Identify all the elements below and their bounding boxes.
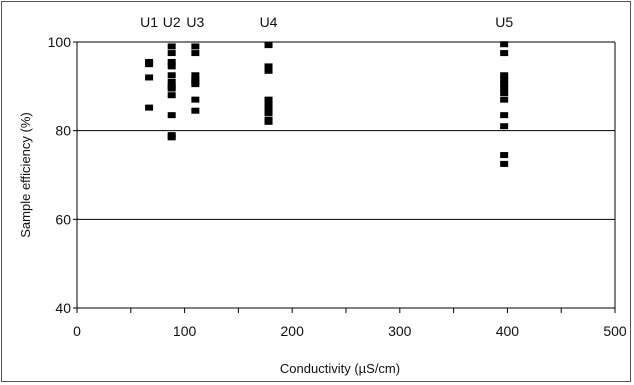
data-point	[167, 63, 176, 70]
annotation-label: U5	[495, 14, 513, 30]
x-tick-label: 100	[173, 323, 197, 339]
y-axis-title: Sample efficiency (%)	[18, 112, 33, 237]
y-tick-label: 100	[48, 34, 72, 50]
data-point	[167, 50, 176, 57]
data-point	[167, 58, 176, 65]
data-point	[191, 107, 200, 114]
data-point	[500, 41, 509, 48]
data-point	[500, 152, 509, 159]
data-point	[500, 81, 509, 88]
data-point	[264, 63, 273, 70]
data-point	[264, 67, 273, 74]
data-point	[500, 160, 509, 167]
data-point	[191, 96, 200, 103]
data-point	[167, 72, 176, 79]
data-point	[167, 134, 176, 141]
data-point	[500, 112, 509, 119]
data-point	[167, 78, 176, 85]
data-point	[167, 112, 176, 119]
data-point	[264, 96, 273, 103]
y-tick-label: 40	[55, 300, 71, 316]
x-tick-label: 500	[603, 323, 627, 339]
x-tick-label: 200	[281, 323, 305, 339]
x-tick-label: 400	[496, 323, 520, 339]
data-point	[500, 85, 509, 92]
y-tick-label: 60	[55, 211, 71, 227]
data-point	[264, 101, 273, 108]
data-point	[264, 118, 273, 125]
data-point	[264, 42, 273, 49]
annotation-label: U3	[186, 14, 204, 30]
data-point	[500, 123, 509, 130]
data-point	[167, 85, 176, 92]
annotation-label: U2	[163, 14, 181, 30]
data-point	[191, 81, 200, 88]
x-axis-title: Conductivity (µS/cm)	[280, 361, 400, 376]
y-tick-label: 80	[55, 123, 71, 139]
annotation-label: U4	[260, 14, 278, 30]
data-point	[167, 43, 176, 50]
data-point	[191, 43, 200, 50]
annotation-label: U1	[140, 14, 158, 30]
data-point	[500, 72, 509, 79]
data-point	[500, 96, 509, 103]
data-point	[145, 61, 154, 68]
data-point	[500, 76, 509, 83]
data-point	[191, 72, 200, 79]
data-point	[145, 104, 154, 111]
data-point	[167, 92, 176, 99]
data-point	[500, 89, 509, 96]
data-point	[145, 74, 154, 81]
x-tick-label: 300	[388, 323, 412, 339]
x-tick-label: 0	[73, 323, 81, 339]
data-point	[264, 109, 273, 116]
data-point	[500, 50, 509, 57]
data-point	[191, 50, 200, 57]
